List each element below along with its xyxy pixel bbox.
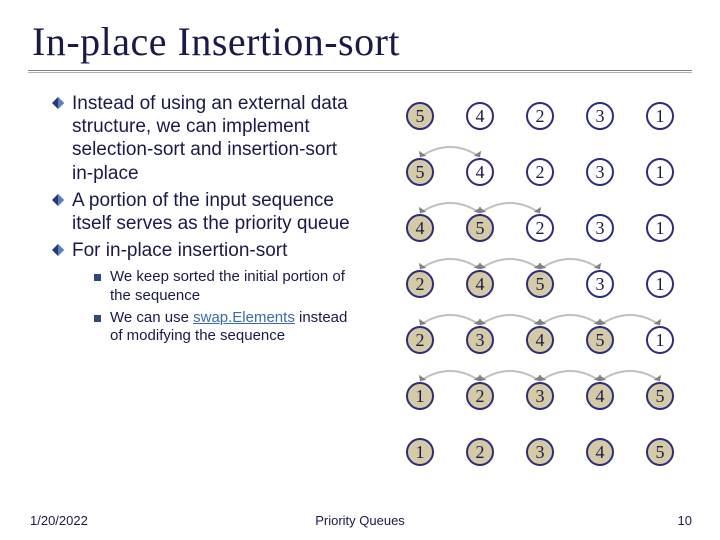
diagram-row: 2 4 5 3 1 xyxy=(388,256,698,312)
value-circle: 1 xyxy=(646,158,674,186)
value-circle: 3 xyxy=(586,102,614,130)
diamond-bullet-icon xyxy=(52,244,64,256)
value-circle: 1 xyxy=(646,270,674,298)
value-circle: 3 xyxy=(586,214,614,242)
value-circle: 1 xyxy=(406,438,434,466)
value-circle: 2 xyxy=(466,382,494,410)
main-bullet-item: For in-place insertion-sort We keep sorte… xyxy=(52,239,352,345)
value-circle: 2 xyxy=(526,102,554,130)
square-bullet-icon xyxy=(94,274,101,281)
value-circle: 3 xyxy=(526,382,554,410)
value-circle: 3 xyxy=(526,438,554,466)
square-bullet-icon xyxy=(94,315,101,322)
value-circle: 5 xyxy=(586,326,614,354)
sub-bullet-item: We keep sorted the initial portion of th… xyxy=(94,268,352,305)
value-circle: 5 xyxy=(406,158,434,186)
sub-bullet-item: We can use swap.Elements instead of modi… xyxy=(94,309,352,346)
diagram-row: 2 3 4 5 1 xyxy=(388,312,698,368)
value-circle: 4 xyxy=(526,326,554,354)
value-circle: 4 xyxy=(406,214,434,242)
sort-diagram: 5 4 2 3 1 5 4 2 3 1 4 5 2 3 1 2 4 5 3 1 2 3 4 5 1 1 2 3 4 5 1 2 3 4 5 xyxy=(388,88,698,480)
swap-elements-text: swap.Elements xyxy=(193,309,295,326)
diagram-row: 1 2 3 4 5 xyxy=(388,424,698,480)
sub-bullet-text: We keep sorted the initial portion of th… xyxy=(110,268,345,303)
diamond-bullet-icon xyxy=(52,97,64,109)
value-circle: 2 xyxy=(466,438,494,466)
diagram-row: 5 4 2 3 1 xyxy=(388,88,698,144)
value-circle: 4 xyxy=(466,158,494,186)
value-circle: 5 xyxy=(526,270,554,298)
value-circle: 3 xyxy=(466,326,494,354)
title-underline xyxy=(28,70,692,73)
sub-bullet-text: We can use swap.Elements instead of modi… xyxy=(110,309,347,344)
bullet-text: For in-place insertion-sort xyxy=(72,240,287,261)
value-circle: 1 xyxy=(646,102,674,130)
value-circle: 1 xyxy=(406,382,434,410)
value-circle: 5 xyxy=(646,438,674,466)
value-circle: 2 xyxy=(406,270,434,298)
footer-page: 10 xyxy=(678,513,692,528)
value-circle: 2 xyxy=(526,158,554,186)
value-circle: 3 xyxy=(586,270,614,298)
value-circle: 1 xyxy=(646,326,674,354)
value-circle: 4 xyxy=(466,270,494,298)
diamond-bullet-icon xyxy=(52,194,64,206)
value-circle: 5 xyxy=(646,382,674,410)
bullet-text: Instead of using an external data struct… xyxy=(72,93,348,184)
value-circle: 5 xyxy=(466,214,494,242)
diagram-row: 5 4 2 3 1 xyxy=(388,144,698,200)
value-circle: 4 xyxy=(586,438,614,466)
page-title: In-place Insertion-sort xyxy=(32,18,400,65)
value-circle: 5 xyxy=(406,102,434,130)
diagram-row: 4 5 2 3 1 xyxy=(388,200,698,256)
value-circle: 2 xyxy=(406,326,434,354)
main-bullet-item: A portion of the input sequence itself s… xyxy=(52,189,352,235)
body-text: Instead of using an external data struct… xyxy=(52,92,352,349)
value-circle: 4 xyxy=(466,102,494,130)
value-circle: 2 xyxy=(526,214,554,242)
bullet-text: A portion of the input sequence itself s… xyxy=(72,190,350,234)
value-circle: 3 xyxy=(586,158,614,186)
value-circle: 1 xyxy=(646,214,674,242)
main-bullet-item: Instead of using an external data struct… xyxy=(52,92,352,185)
value-circle: 4 xyxy=(586,382,614,410)
diagram-row: 1 2 3 4 5 xyxy=(388,368,698,424)
footer-center: Priority Queues xyxy=(0,513,720,528)
